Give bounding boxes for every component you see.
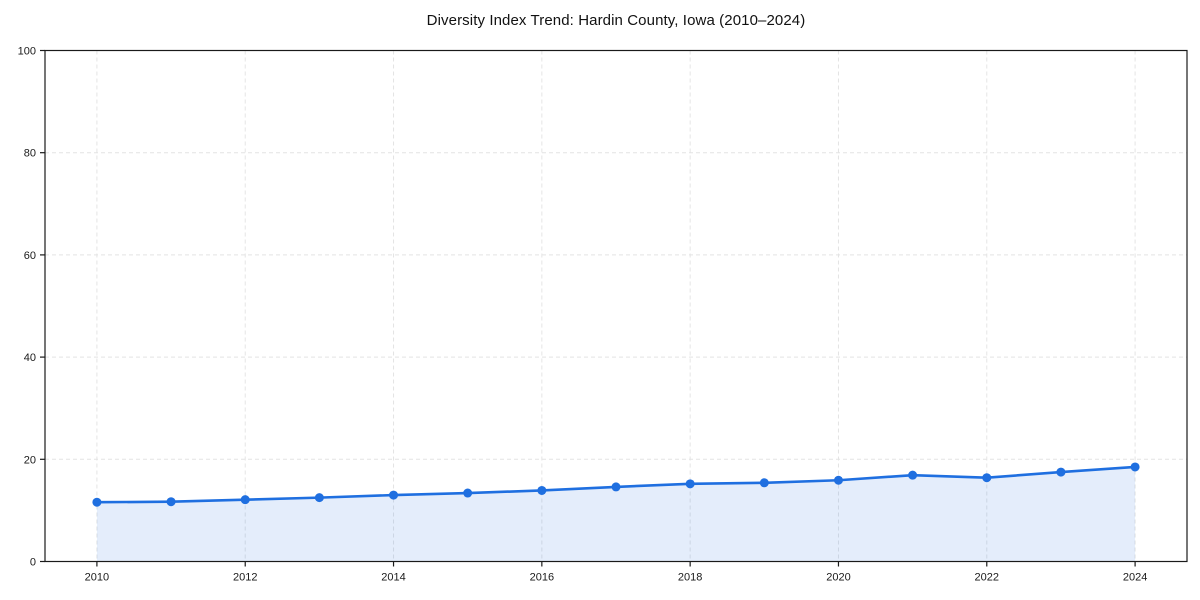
data-point (463, 488, 473, 498)
x-tick-label: 2020 (826, 572, 850, 584)
data-point (92, 497, 102, 507)
y-tick-label: 80 (24, 148, 36, 160)
data-point (908, 470, 918, 480)
data-point (1056, 467, 1066, 477)
data-point (389, 490, 399, 500)
data-point (982, 473, 992, 483)
x-tick-label: 2016 (530, 572, 554, 584)
data-point (537, 485, 547, 495)
y-tick-label: 0 (30, 557, 36, 569)
x-tick-label: 2014 (381, 572, 405, 584)
data-point (759, 478, 769, 488)
data-point (314, 493, 324, 503)
x-tick-label: 2018 (678, 572, 702, 584)
chart-title: Diversity Index Trend: Hardin County, Io… (426, 12, 806, 29)
x-tick-label: 2022 (975, 572, 999, 584)
data-point (833, 475, 843, 485)
x-tick-label: 2024 (1123, 572, 1147, 584)
y-tick-label: 100 (18, 46, 36, 58)
area-fill (96, 466, 1136, 562)
plot-border (44, 49, 1188, 563)
x-tick-label: 2010 (85, 572, 109, 584)
x-tick-label: 2012 (233, 572, 257, 584)
data-point (611, 482, 621, 492)
data-point (240, 495, 250, 505)
y-tick-label: 40 (24, 352, 36, 364)
data-point (1130, 462, 1140, 472)
y-tick-label: 20 (24, 454, 36, 466)
data-point (685, 479, 695, 489)
y-tick-label: 60 (24, 250, 36, 262)
data-point (166, 497, 176, 507)
